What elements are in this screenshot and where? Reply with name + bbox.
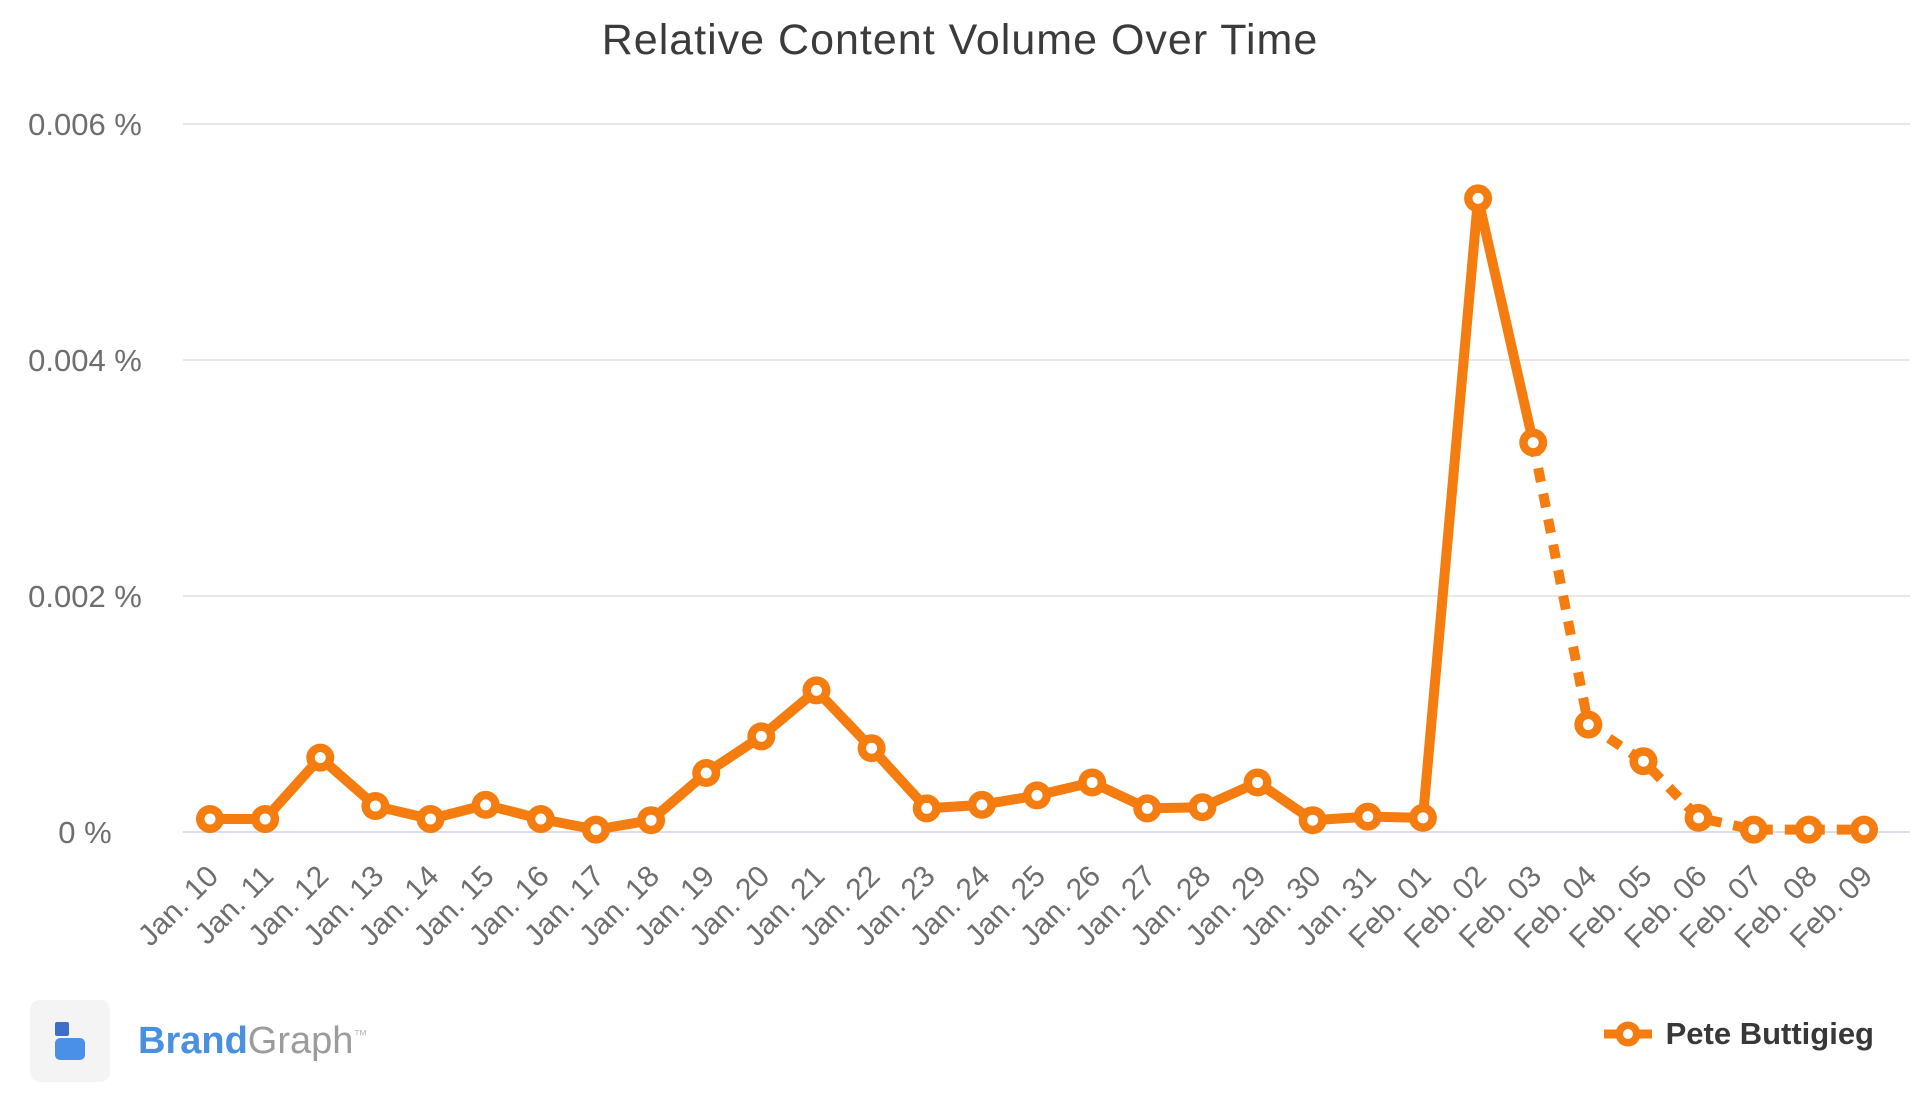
legend-marker-icon [1603, 1021, 1652, 1047]
data-point-marker-hole [755, 730, 767, 742]
data-point-marker-hole [425, 813, 437, 825]
data-point-marker-hole [1858, 824, 1870, 836]
series-line-dashed [1528, 441, 1864, 835]
data-point-marker-hole [480, 799, 492, 811]
data-point-marker-hole [314, 752, 326, 764]
data-point-marker-hole [1693, 812, 1705, 824]
data-point-marker-hole [976, 799, 988, 811]
bar-chart-icon [55, 1022, 85, 1060]
y-tick-label: 0.004 % [28, 343, 142, 378]
data-point-marker-hole [1527, 437, 1539, 449]
brandgraph-logo: BrandGraph™ [30, 1000, 367, 1082]
data-point-marker-hole [259, 813, 271, 825]
y-tick-label: 0 % [58, 815, 111, 850]
data-point-marker-hole [921, 802, 933, 814]
data-point-marker-hole [590, 824, 602, 836]
data-point-marker-hole [1362, 811, 1374, 823]
data-point-marker-hole [1252, 776, 1264, 788]
data-point-marker-hole [1307, 814, 1319, 826]
data-point-marker-hole [700, 767, 712, 779]
legend-item-pete-buttigieg[interactable]: Pete Buttigieg [1603, 1016, 1874, 1052]
data-point-marker-hole [1196, 801, 1208, 813]
legend-label: Pete Buttigieg [1665, 1016, 1874, 1051]
data-point-marker-hole [535, 813, 547, 825]
data-point-marker-hole [1748, 824, 1760, 836]
data-point-marker-hole [1637, 755, 1649, 767]
data-point-marker-hole [1031, 789, 1043, 801]
data-point-marker-hole [1803, 824, 1815, 836]
data-point-marker-hole [1417, 812, 1429, 824]
brandgraph-badge-icon [30, 1000, 110, 1082]
data-point-marker-hole [369, 800, 381, 812]
data-point-marker-hole [1472, 192, 1484, 204]
y-tick-label: 0.002 % [28, 579, 142, 614]
data-point-marker-hole [204, 813, 216, 825]
data-point-marker-hole [866, 742, 878, 754]
y-tick-label: 0.006 % [28, 107, 142, 142]
data-point-marker-hole [1141, 802, 1153, 814]
brandgraph-wordmark: BrandGraph™ [138, 1022, 367, 1060]
data-point-marker-hole [810, 684, 822, 696]
data-point-marker-hole [645, 814, 657, 826]
brand-word-primary: Brand [138, 1020, 248, 1062]
brand-word-secondary: Graph [247, 1020, 354, 1062]
chart-title: Relative Content Volume Over Time [601, 16, 1319, 64]
data-point-marker-hole [1086, 776, 1098, 788]
data-point-marker-hole [1582, 719, 1594, 731]
trademark-symbol: ™ [353, 1026, 368, 1043]
